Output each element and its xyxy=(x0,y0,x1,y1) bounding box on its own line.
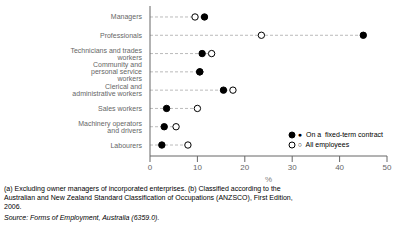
html-text:○ All employees: ○ All employees xyxy=(297,141,350,148)
svg-text:50: 50 xyxy=(383,163,389,172)
svg-text:Clerical andadministrative wor: Clerical andadministrative workers xyxy=(72,83,142,97)
svg-text:Labourers: Labourers xyxy=(110,142,142,149)
svg-text:20: 20 xyxy=(240,163,249,172)
svg-text:Sales workers: Sales workers xyxy=(98,105,142,112)
svg-text:Professionals: Professionals xyxy=(100,32,143,39)
svg-text:Machinery operatorsand drivers: Machinery operatorsand drivers xyxy=(78,120,142,134)
svg-text:0: 0 xyxy=(148,163,153,172)
svg-text:%: % xyxy=(265,175,272,182)
html-text:● On a fixed-term contract: ● On a fixed-term contract xyxy=(297,131,383,138)
svg-text:Technicians and tradesworkers: Technicians and tradesworkers xyxy=(70,47,142,61)
svg-text:30: 30 xyxy=(288,163,297,172)
svg-text:Community andpersonal servicew: Community andpersonal serviceworkers xyxy=(91,61,142,82)
html-text:2006.: 2006. xyxy=(4,203,22,210)
html-text:Source: Forms of Employment, A: Source: Forms of Employment, Australia (… xyxy=(4,214,160,221)
svg-text:Managers: Managers xyxy=(111,13,143,21)
html-text:Australian and New Zealand Sta: Australian and New Zealand Standard Clas… xyxy=(4,194,293,201)
html-text:(a) Excluding owner managers o: (a) Excluding owner managers of incorpor… xyxy=(4,185,281,192)
svg-text:10: 10 xyxy=(193,163,202,172)
svg-text:40: 40 xyxy=(335,163,344,172)
